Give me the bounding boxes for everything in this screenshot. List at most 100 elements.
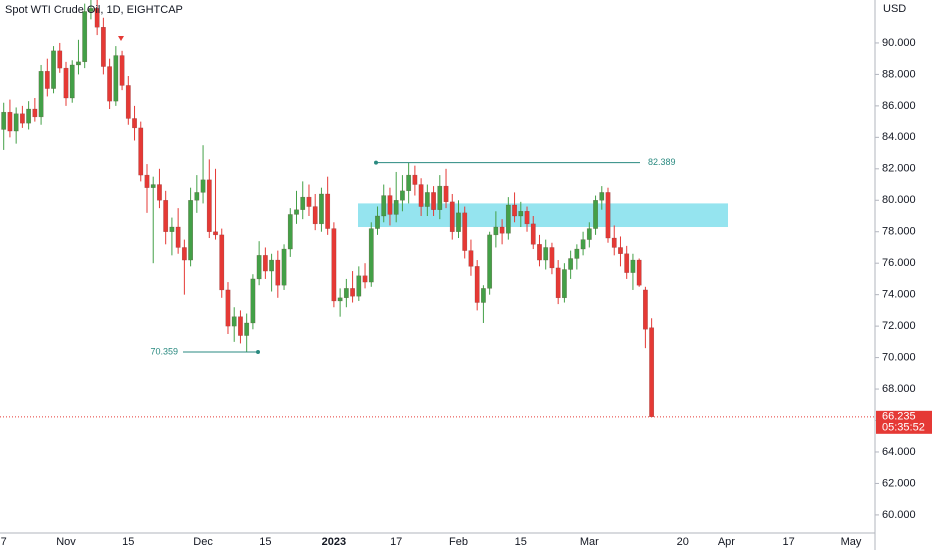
candle-body [13, 113, 19, 132]
candle-body [69, 64, 75, 99]
candle-body [462, 212, 468, 251]
candle-body [481, 288, 486, 303]
candle-body [19, 113, 25, 124]
candle-body [57, 50, 63, 69]
candle-body [530, 223, 536, 245]
candle-body [325, 193, 331, 229]
candle-body [331, 228, 337, 302]
y-tick-label: 72.000 [882, 320, 916, 332]
candle-body [82, 11, 88, 63]
candle-body [169, 226, 175, 232]
candle-body [362, 275, 368, 283]
candle-body [238, 316, 243, 336]
candle-body [424, 192, 430, 207]
candle-body [393, 200, 399, 215]
y-tick-label: 80.000 [882, 194, 916, 206]
candle-body [107, 66, 113, 102]
x-tick-label: May [841, 536, 862, 548]
level-label: 70.359 [150, 346, 178, 356]
candle-body [605, 192, 611, 239]
candle-body [262, 255, 268, 272]
candle-body [493, 226, 499, 236]
candle-body [375, 215, 380, 229]
candle-body [76, 61, 81, 66]
x-tick-label: 2023 [322, 536, 346, 548]
x-tick-label: 20 [677, 536, 689, 548]
candle-body [306, 196, 312, 207]
candle-body [537, 244, 542, 261]
candle-body [63, 67, 69, 99]
candle-body [125, 85, 131, 119]
candle-body [474, 266, 480, 303]
candle-body [200, 179, 206, 193]
candle-body [219, 234, 225, 291]
candle-body [26, 108, 32, 124]
axis-layer: 60.00062.00064.00066.00068.00070.00072.0… [1, 37, 932, 548]
y-tick-label: 74.000 [882, 289, 916, 301]
x-tick-label: 17 [390, 536, 402, 548]
candle-body [568, 258, 574, 270]
y-tick-label: 90.000 [882, 37, 916, 49]
candle-body [256, 255, 262, 280]
candle-layer [1, 0, 655, 418]
candle-body [593, 200, 598, 229]
candle-body [449, 201, 455, 232]
candle-body [138, 127, 144, 176]
candle-body [468, 250, 474, 267]
candle-body [586, 228, 592, 240]
candle-body [150, 184, 156, 188]
candle-body [636, 259, 642, 286]
candle-body [443, 185, 449, 203]
supply-zone [358, 203, 728, 228]
y-tick-label: 86.000 [882, 100, 916, 112]
candle-body [181, 247, 187, 261]
x-tick-label: Nov [56, 536, 76, 548]
candle-body [337, 297, 343, 302]
candle-body [312, 206, 318, 225]
candle-body [157, 184, 162, 201]
candle-body [499, 226, 505, 234]
price-scale [875, 0, 932, 550]
y-tick-label: 64.000 [882, 446, 916, 458]
x-tick-label: Feb [449, 536, 468, 548]
x-tick-label: 15 [259, 536, 271, 548]
x-tick-label: 15 [515, 536, 527, 548]
candle-body [580, 239, 586, 250]
candle-body [269, 259, 274, 272]
candle-body [88, 8, 94, 12]
y-tick-label: 62.000 [882, 477, 916, 489]
candle-body [188, 200, 193, 261]
candle-body [225, 289, 231, 327]
candle-body [412, 174, 418, 185]
y-tick-label: 84.000 [882, 131, 916, 143]
candle-body [487, 234, 493, 289]
candle-body [300, 196, 306, 210]
candle-body [119, 55, 125, 86]
candle-body [611, 237, 617, 248]
candle-body [524, 211, 530, 225]
candle-body [642, 289, 648, 330]
y-tick-label: 82.000 [882, 163, 916, 175]
x-tick-label: Mar [580, 536, 599, 548]
candle-body [44, 71, 50, 89]
candle-body [649, 327, 655, 418]
y-tick-label: 68.000 [882, 383, 916, 395]
candle-body [250, 278, 256, 324]
candle-body [618, 247, 623, 254]
back-layer [358, 203, 728, 228]
candle-body [281, 248, 287, 286]
candle-body [418, 184, 424, 207]
candle-body [319, 193, 324, 225]
candle-body [356, 275, 362, 297]
candle-body [381, 195, 387, 217]
candle-body [94, 8, 100, 28]
level-label: 82.389 [648, 157, 676, 167]
candle-body [543, 247, 549, 261]
candle-body [206, 179, 212, 232]
candle-body [518, 211, 524, 217]
candle-body [1, 111, 7, 130]
candle-body [113, 55, 119, 102]
